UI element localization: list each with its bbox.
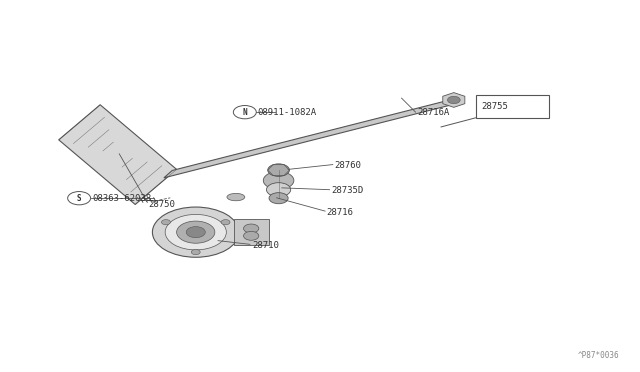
Circle shape — [447, 96, 460, 104]
Polygon shape — [164, 98, 457, 178]
Circle shape — [68, 192, 91, 205]
Circle shape — [161, 219, 170, 225]
Text: 28760: 28760 — [334, 161, 361, 170]
Text: 28710: 28710 — [252, 241, 278, 250]
Text: ^P87*0036: ^P87*0036 — [578, 351, 620, 360]
Polygon shape — [59, 105, 177, 205]
Text: 28750: 28750 — [148, 200, 175, 209]
Circle shape — [152, 207, 239, 257]
Text: 08363-62038: 08363-62038 — [93, 194, 152, 203]
Polygon shape — [234, 219, 269, 245]
Circle shape — [263, 171, 294, 189]
Text: 28755: 28755 — [481, 102, 508, 111]
Circle shape — [165, 214, 227, 250]
Circle shape — [266, 183, 291, 197]
Text: 28716A: 28716A — [417, 108, 449, 117]
Text: 28716: 28716 — [326, 208, 353, 217]
Text: 08911-1082A: 08911-1082A — [257, 108, 317, 117]
Circle shape — [221, 219, 230, 225]
Ellipse shape — [227, 193, 245, 201]
Circle shape — [244, 231, 259, 240]
Circle shape — [234, 106, 256, 119]
Circle shape — [269, 193, 288, 204]
Circle shape — [186, 227, 205, 238]
Text: 28735D: 28735D — [331, 186, 363, 195]
Text: N: N — [243, 108, 247, 117]
Circle shape — [244, 224, 259, 233]
Circle shape — [268, 164, 289, 176]
Text: S: S — [77, 194, 81, 203]
Polygon shape — [443, 93, 465, 108]
Circle shape — [177, 221, 215, 243]
Circle shape — [191, 250, 200, 255]
Bar — [476, 95, 549, 118]
